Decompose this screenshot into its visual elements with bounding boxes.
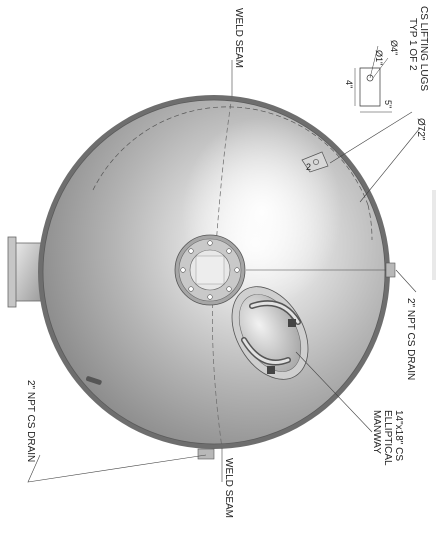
slot-mark: [85, 376, 102, 385]
diameter-ref-arc-right: [367, 204, 373, 241]
drain-left-label: 2" NPT CS DRAIN: [25, 380, 36, 462]
dia-72-label: Ø72": [415, 118, 426, 141]
manway: [231, 286, 309, 380]
center-flange: [174, 234, 246, 306]
lifting-lug: 2: [301, 151, 329, 173]
weld-seam-top-label: WELD SEAM: [233, 8, 244, 68]
lugs-typ-label: TYP 1 OF 2: [407, 18, 418, 71]
weld-seam-bottom-label: WELD SEAM: [223, 458, 234, 518]
bottom-drain-stub: [197, 448, 215, 460]
dim-5-label: 5": [383, 100, 393, 108]
drain-right-label: 2" NPT CS DRAIN: [405, 298, 416, 380]
lugs-name-label: CS LIFTING LUGS: [418, 6, 429, 91]
watermark-mark: [432, 190, 436, 280]
side-nozzle: [7, 236, 44, 308]
manway-leader: [295, 351, 373, 433]
lugs-leader: [329, 111, 413, 164]
dia72-leader: [359, 127, 421, 203]
drain-left-leader: [27, 454, 207, 483]
dia-4-label: Ø4": [389, 40, 399, 55]
dim-4-label: 4": [344, 80, 354, 88]
dia-1-label: Ø1": [374, 50, 384, 65]
diameter-ref-arc: [92, 106, 369, 206]
right-drain-stub: [385, 262, 396, 278]
lug-mark-label: 2: [306, 162, 311, 172]
manway-line2: ELLIPTICAL: [382, 410, 393, 466]
drain-right-leader: [395, 269, 417, 293]
lug-detail: [354, 45, 392, 113]
manway-line3: MANWAY: [371, 410, 382, 454]
manway-line1: 14"x18" CS: [393, 410, 404, 461]
